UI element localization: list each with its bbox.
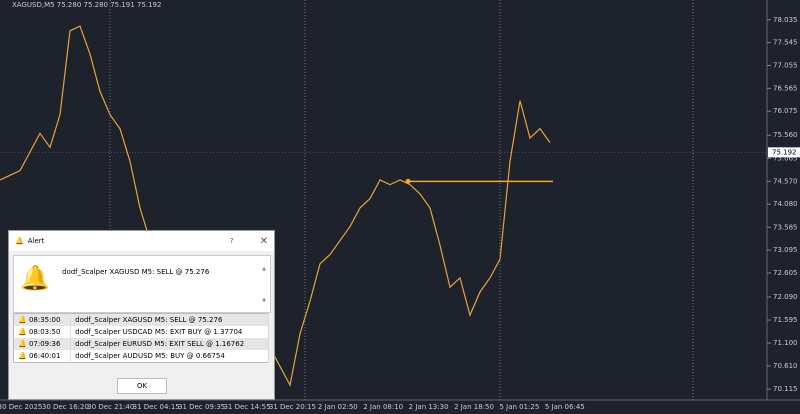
x-tick-label: 5 Jan 06:45 xyxy=(545,403,585,411)
message-box: 🔔 dodf_Scalper XAGUSD M5: SELL @ 75.276 … xyxy=(13,255,271,313)
alert-text: dodf_Scalper USDCAD M5: EXIT BUY @ 1.377… xyxy=(70,326,269,338)
y-tick-label: 70.115 xyxy=(773,385,798,393)
x-tick-label: 31 Dec 20:15 xyxy=(269,403,316,411)
y-tick-label: 72.605 xyxy=(773,269,798,277)
alert-time: 🔔 07:09:36 xyxy=(13,338,72,350)
order-dot xyxy=(405,178,411,184)
scroll-down[interactable]: ▼ xyxy=(262,298,266,304)
alert-row[interactable]: 🔔 08:03:50 dodf_Scalper USDCAD M5: EXIT B… xyxy=(13,326,269,338)
alert-time: 🔔 08:35:00 xyxy=(13,313,72,326)
alert-text: dodf_Scalper EURUSD M5: EXIT SELL @ 1.16… xyxy=(70,338,269,350)
cell-text: dodf_Scalper USDCAD M5: EXIT BUY @ 1.377… xyxy=(75,328,243,336)
y-tick-label: 70.610 xyxy=(773,362,798,370)
y-tick-label: 72.090 xyxy=(773,293,798,301)
row-bell: 🔔 xyxy=(18,340,29,348)
current-price: 75.192 xyxy=(772,148,797,156)
chart-header: XAGUSD,M5 75.280 75.280 75.191 75.192 xyxy=(12,1,161,9)
row-bell: 🔔 xyxy=(18,328,29,336)
price-line xyxy=(0,25,551,387)
x-tick-label: 31 Dec 14:55 xyxy=(223,403,270,411)
bell-icon: 🔔 xyxy=(15,237,24,245)
alert-row[interactable]: 🔔 07:09:36 dodf_Scalper EURUSD M5: EXIT S… xyxy=(13,338,269,350)
cell-text: dodf_Scalper AUDUSD M5: BUY @ 0.66754 xyxy=(75,352,225,360)
x-tick-label: 30 Dec 21:40 xyxy=(87,403,134,411)
y-tick-label: 74.080 xyxy=(773,200,798,208)
scroll-up[interactable]: ▲ xyxy=(262,266,266,272)
y-tick-label: 78.035 xyxy=(773,16,798,24)
cell-text: 06:40:01 xyxy=(28,352,61,360)
big-bell: 🔔 xyxy=(20,264,50,292)
alert-row[interactable]: 🔔 06:40:01 dodf_Scalper AUDUSD M5: BUY @ … xyxy=(13,350,269,363)
x-tick-label: 2 Jan 13:30 xyxy=(409,403,449,411)
ok-button[interactable]: OK xyxy=(117,378,167,394)
cell-text: dodf_Scalper XAGUSD M5: SELL @ 75.276 xyxy=(75,316,223,324)
alert-dialog: 🔔 Alert ? ✕ 🔔 dodf_Scalper XAGUSD M5: SE… xyxy=(8,230,275,400)
title-bar: 🔔 Alert ? ✕ xyxy=(9,231,274,251)
x-tick-label: 2 Jan 08:10 xyxy=(363,403,403,411)
row-bell: 🔔 xyxy=(18,316,29,324)
x-tick-label: 5 Jan 01:25 xyxy=(499,403,539,411)
cell-text: 08:03:50 xyxy=(28,328,61,336)
y-tick-label: 75.065 xyxy=(773,154,798,162)
row-bell: 🔔 xyxy=(18,352,29,360)
y-tick-label: 71.595 xyxy=(773,316,798,324)
x-tick-label: 2 Jan 02:50 xyxy=(318,403,358,411)
x-tick-label: 30 Dec 16:20 xyxy=(42,403,89,411)
alert-time: 🔔 08:03:50 xyxy=(13,326,72,338)
cell-text: dodf_Scalper EURUSD M5: EXIT SELL @ 1.16… xyxy=(75,340,245,348)
alert-row[interactable]: 🔔 08:35:00 dodf_Scalper XAGUSD M5: SELL @… xyxy=(13,313,269,326)
price-box xyxy=(768,147,800,158)
cell-text: 07:09:36 xyxy=(28,340,61,348)
y-tick-label: 73.585 xyxy=(773,223,798,231)
x-tick-label: 31 Dec 09:35 xyxy=(178,403,225,411)
y-tick-label: 73.095 xyxy=(773,246,798,254)
x-tick-label: 30 Dec 2025 xyxy=(0,403,42,411)
y-tick-label: 77.055 xyxy=(773,62,798,70)
y-tick-label: 76.565 xyxy=(773,84,798,92)
alert-list: 🔔 08:35:00 dodf_Scalper XAGUSD M5: SELL @… xyxy=(13,313,269,363)
alert-text: dodf_Scalper AUDUSD M5: BUY @ 0.66754 xyxy=(70,350,269,363)
message: dodf_Scalper XAGUSD M5: SELL @ 75.276 xyxy=(62,268,210,276)
y-tick-label: 74.570 xyxy=(773,177,798,185)
alert-text: dodf_Scalper XAGUSD M5: SELL @ 75.276 xyxy=(70,313,269,326)
help-button[interactable]: ? xyxy=(229,237,234,245)
y-tick-label: 76.075 xyxy=(773,107,798,115)
y-tick-label: 71.100 xyxy=(773,339,798,347)
close-button[interactable]: ✕ xyxy=(259,235,268,247)
dialog-title: Alert xyxy=(27,237,45,245)
y-tick-label: 75.560 xyxy=(773,131,798,139)
cell-text: 08:35:00 xyxy=(28,316,61,324)
y-tick-label: 77.545 xyxy=(773,39,798,47)
x-tick-label: 31 Dec 04:15 xyxy=(133,403,180,411)
x-tick-label: 2 Jan 18:50 xyxy=(454,403,494,411)
alert-time: 🔔 06:40:01 xyxy=(13,350,72,363)
